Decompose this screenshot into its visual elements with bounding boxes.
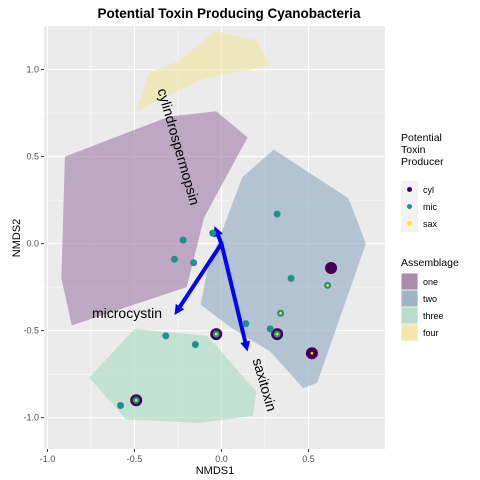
- vector-head-saxitoxin: [240, 340, 251, 352]
- x-tick-label: 0.0: [215, 454, 228, 464]
- y-tick-label: 0.5: [26, 152, 39, 162]
- site-points: [117, 210, 338, 409]
- legend-label-mic: mic: [423, 202, 437, 212]
- legend-key-one: [401, 273, 418, 290]
- legend-key-four: [401, 324, 418, 341]
- site-point-sax: [134, 398, 138, 402]
- legend-label-four: four: [423, 328, 439, 338]
- y-axis-title: NMDS2: [11, 219, 23, 258]
- x-axis-title: NMDS1: [196, 465, 235, 477]
- site-point-mic: [190, 259, 198, 267]
- legend-label-three: three: [423, 311, 444, 321]
- x-tick-label: 0.5: [302, 454, 315, 464]
- site-point-mic: [179, 236, 187, 244]
- legend: Potential Toxin Producer cyl mic sax Assem…: [401, 132, 459, 341]
- site-point-mic: [273, 210, 281, 218]
- y-tick-label: -0.5: [23, 326, 39, 336]
- chart-title: Potential Toxin Producing Cyanobacteria: [97, 6, 361, 21]
- site-point-sax: [279, 311, 282, 315]
- site-point-mic: [266, 325, 274, 333]
- site-point-mic: [170, 255, 178, 263]
- site-point-sax: [310, 351, 314, 355]
- legend-label-cyl: cyl: [423, 185, 434, 195]
- vector-head-microcystin: [174, 303, 185, 315]
- site-point-sax: [275, 332, 279, 336]
- site-point-mic: [209, 229, 217, 237]
- producer-legend-title-line-2: Toxin: [401, 144, 426, 156]
- producer-legend-keys: cyl mic sax: [401, 181, 438, 232]
- assemblage-legend-title: Assemblage: [401, 257, 459, 269]
- x-tick-label: -1.0: [40, 454, 56, 464]
- site-point-mic: [287, 274, 295, 282]
- site-point-mic: [191, 341, 199, 349]
- vector-label-microcystin: microcystin: [92, 305, 162, 321]
- site-point-mic: [117, 401, 125, 409]
- legend-key-sax: [407, 221, 412, 226]
- x-tick-label: -0.5: [127, 454, 143, 464]
- legend-label-one: one: [423, 277, 438, 287]
- y-tick-label: -1.0: [23, 413, 39, 423]
- vector-microcystin: [177, 241, 224, 309]
- site-point-mic: [162, 332, 170, 340]
- hull-four: [136, 31, 271, 112]
- y-tick-label: 0.0: [26, 239, 39, 249]
- legend-key-mic: [407, 204, 412, 209]
- axes: -1.0 -0.5 0.0 0.5 -1.0 -0.5 0.0 0.5 1.0: [23, 65, 314, 464]
- site-point-sax: [214, 332, 218, 336]
- producer-legend-title-line-3: Producer: [401, 156, 444, 168]
- legend-label-two: two: [423, 294, 437, 304]
- legend-key-two: [401, 290, 418, 307]
- site-point-mic: [242, 320, 250, 328]
- producer-legend-title-line-1: Potential: [401, 132, 442, 144]
- vector-saxitoxin: [219, 241, 248, 344]
- hull-one: [61, 111, 248, 326]
- site-point-sax: [326, 284, 329, 287]
- y-tick-label: 1.0: [26, 65, 39, 75]
- legend-label-sax: sax: [423, 219, 438, 229]
- legend-key-cyl: [407, 187, 412, 192]
- assemblage-legend-keys: one two three four: [401, 273, 444, 341]
- legend-key-three: [401, 307, 418, 324]
- site-point-cyl: [325, 261, 338, 274]
